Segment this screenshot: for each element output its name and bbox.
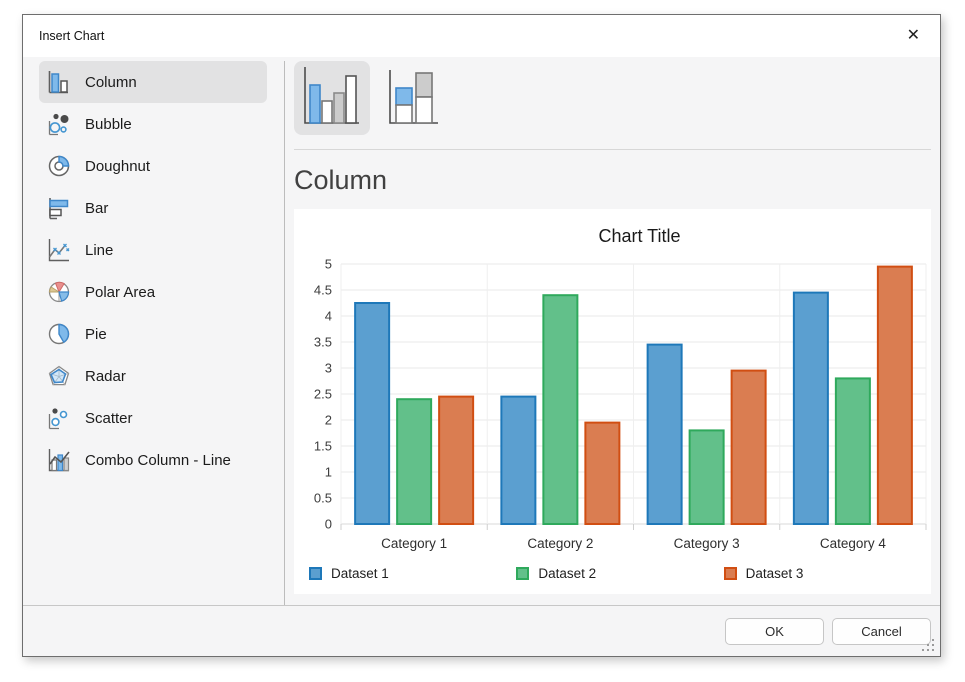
legend-label: Dataset 3: [745, 566, 804, 582]
dataset3-swatch: [723, 567, 737, 581]
sidebar-item-label: Radar: [85, 367, 126, 385]
svg-text:4: 4: [325, 308, 332, 323]
dialog-title: Insert Chart: [39, 29, 105, 43]
chart-preview-card: Chart Title 0 0.5 1 1.5 2 2.5 3 3.5 4 4.5 5 Category…: [294, 208, 931, 594]
legend-label: Dataset 1: [331, 566, 389, 582]
chart-options-panel: Column Chart Title 0 0.5 1 1.5 2 2.5 3 3.5 4 4.5 5 C…: [294, 61, 931, 594]
dataset1-swatch: [309, 567, 322, 581]
svg-text:Category 1: Category 1: [381, 536, 447, 551]
sidebar-item-pie[interactable]: Pie: [39, 313, 267, 355]
chart-preview: Chart Title 0 0.5 1 1.5 2 2.5 3 3.5 4 4.5 5 Category…: [314, 226, 927, 551]
svg-text:0.5: 0.5: [314, 490, 332, 505]
svg-text:1: 1: [325, 464, 332, 479]
column-chart-icon: [46, 69, 72, 95]
svg-text:3.5: 3.5: [314, 334, 332, 349]
stacked-column-thumbnail-icon: [386, 64, 442, 133]
polar-area-chart-icon: [46, 279, 72, 305]
legend-item: Dataset 2: [516, 566, 723, 581]
sidebar-item-combo-column-line[interactable]: Combo Column - Line: [39, 439, 267, 481]
svg-text:5: 5: [325, 256, 332, 271]
scatter-chart-icon: [46, 405, 72, 431]
clustered-column-thumbnail-icon: [301, 64, 363, 133]
legend-item: Dataset 1: [309, 566, 516, 581]
bubble-chart-icon: [46, 111, 72, 137]
pie-chart-icon: [46, 321, 72, 347]
sidebar-item-label: Combo Column - Line: [85, 451, 231, 469]
sidebar-item-label: Bar: [85, 199, 109, 217]
chart-type-list: Column Bubble: [39, 61, 267, 481]
sidebar-item-radar[interactable]: Radar: [39, 355, 267, 397]
sidebar-item-doughnut[interactable]: Doughnut: [39, 145, 267, 187]
sidebar-divider: [284, 61, 285, 605]
sidebar-item-label: Column: [85, 73, 137, 91]
svg-text:4.5: 4.5: [314, 282, 332, 297]
sidebar-item-label: Pie: [85, 325, 107, 343]
combo-column-line-chart-icon: [46, 447, 72, 473]
sidebar-item-line[interactable]: Line: [39, 229, 267, 271]
dialog-titlebar: Insert Chart ✕: [23, 15, 940, 57]
close-icon[interactable]: ✕: [906, 27, 920, 44]
sidebar-item-scatter[interactable]: Scatter: [39, 397, 267, 439]
sidebar-item-bubble[interactable]: Bubble: [39, 103, 267, 145]
sidebar-item-column[interactable]: Column: [39, 61, 267, 103]
dataset2-swatch: [516, 567, 530, 581]
resize-grip[interactable]: [922, 639, 936, 653]
radar-chart-icon: [46, 363, 72, 389]
svg-text:Chart Title: Chart Title: [598, 226, 680, 246]
chart-type-heading: Column: [294, 165, 388, 195]
svg-text:2: 2: [325, 412, 332, 427]
line-chart-icon: [46, 237, 72, 263]
bar-chart-icon: [46, 195, 72, 221]
variant-clustered-column[interactable]: [294, 61, 370, 135]
svg-text:2.5: 2.5: [314, 386, 332, 401]
cancel-button[interactable]: Cancel: [832, 618, 931, 645]
svg-text:1.5: 1.5: [314, 438, 332, 453]
sidebar-item-polar-area[interactable]: Polar Area: [39, 271, 267, 313]
legend-item: Dataset 3: [723, 566, 931, 582]
svg-text:0: 0: [325, 516, 332, 531]
insert-chart-dialog: Insert Chart ✕ Column: [22, 14, 941, 657]
variant-stacked-column[interactable]: [376, 61, 452, 135]
variant-separator: [294, 149, 931, 150]
chart-legend: Dataset 1 Dataset 2 Dataset 3: [294, 559, 931, 589]
chart-variant-row: [294, 61, 931, 135]
sidebar-item-label: Line: [85, 241, 114, 259]
doughnut-chart-icon: [46, 153, 72, 179]
sidebar-item-bar[interactable]: Bar: [39, 187, 267, 229]
sidebar-item-label: Polar Area: [85, 283, 156, 301]
legend-label: Dataset 2: [538, 566, 597, 582]
svg-text:Category 3: Category 3: [674, 536, 740, 551]
ok-button[interactable]: OK: [725, 618, 824, 645]
svg-text:3: 3: [325, 360, 332, 375]
svg-text:Category 4: Category 4: [820, 536, 887, 551]
sidebar-item-label: Bubble: [85, 115, 132, 133]
footer-divider: [23, 605, 940, 606]
sidebar-item-label: Scatter: [85, 409, 133, 427]
svg-text:Category 2: Category 2: [527, 536, 593, 551]
sidebar-item-label: Doughnut: [85, 157, 151, 175]
